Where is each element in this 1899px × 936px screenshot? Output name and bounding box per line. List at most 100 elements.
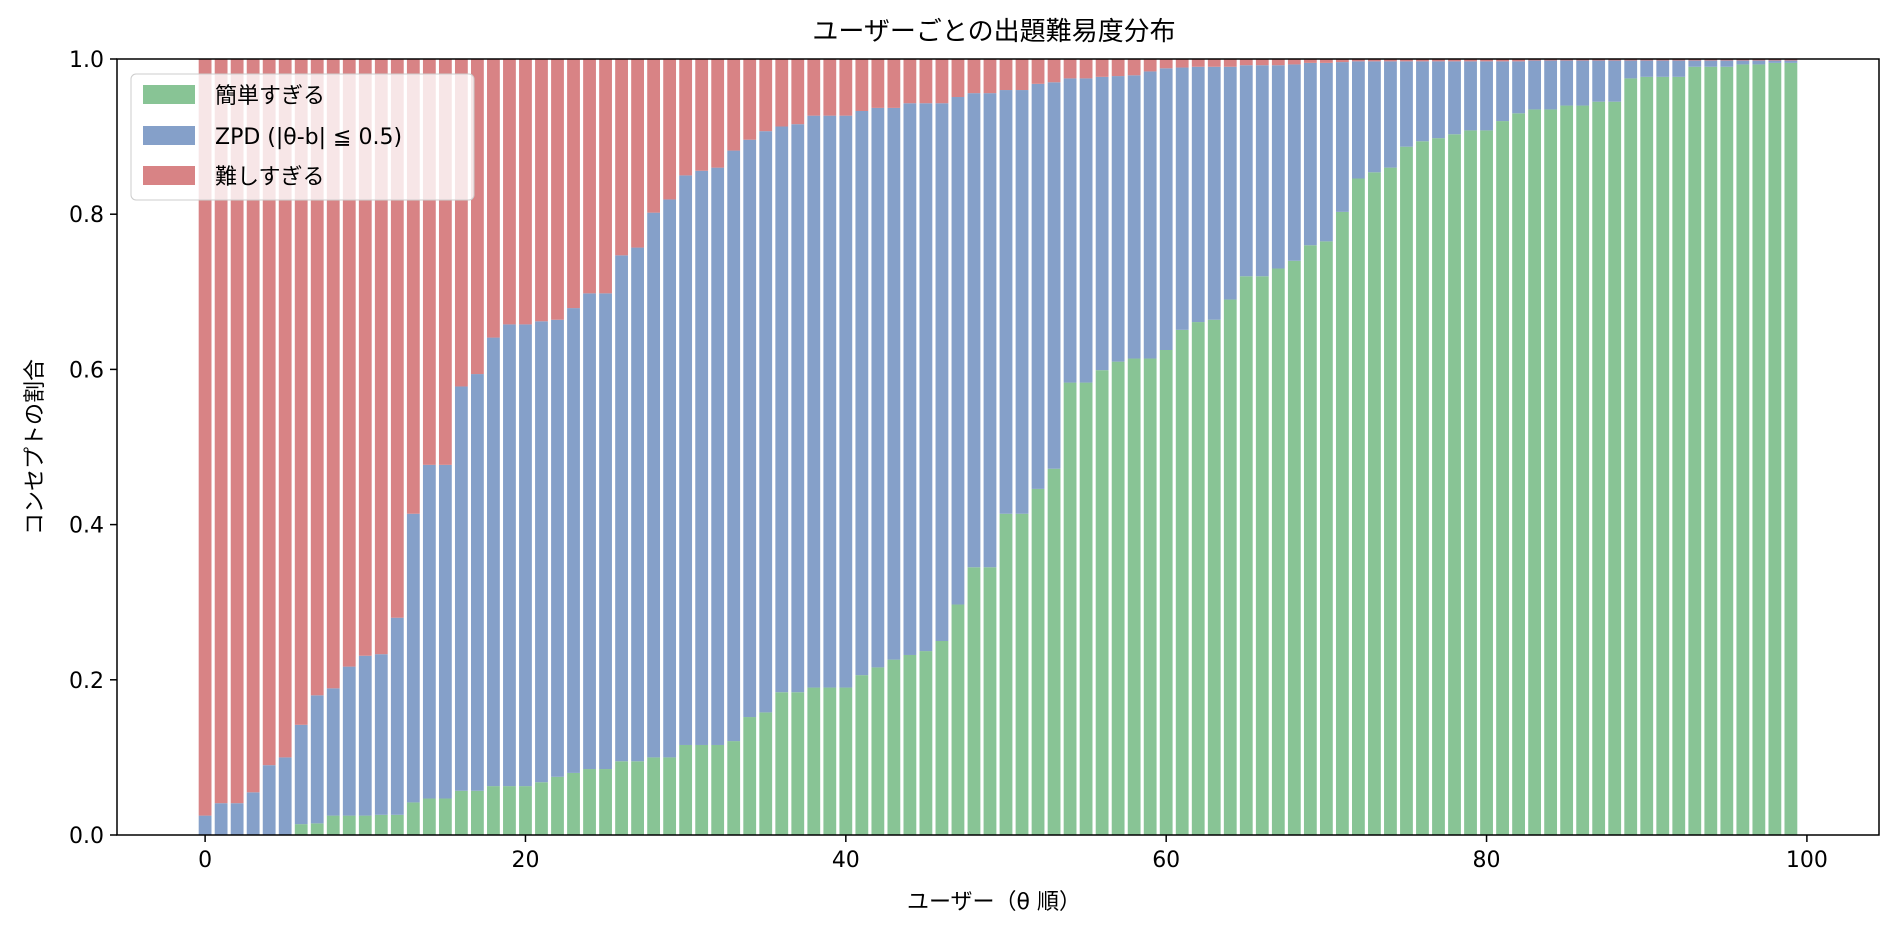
legend-label-zpd: ZPD (|θ-b| ≦ 0.5)	[215, 125, 402, 150]
bar-easy-44	[903, 654, 917, 835]
bar-easy-73	[1368, 172, 1381, 836]
bar-zpd-18	[487, 337, 500, 787]
x-tick-label: 80	[1473, 848, 1501, 873]
bar-hard-36	[775, 59, 789, 127]
bar-hard-80	[1480, 59, 1493, 62]
bar-easy-77	[1432, 138, 1445, 835]
bar-easy-88	[1608, 101, 1622, 836]
bar-zpd-87	[1592, 60, 1606, 102]
bar-easy-64	[1223, 299, 1237, 835]
bar-zpd-57	[1111, 76, 1125, 362]
bar-hard-2	[230, 59, 244, 804]
bar-hard-48	[967, 59, 981, 94]
bar-easy-72	[1352, 178, 1365, 835]
bar-zpd-68	[1287, 64, 1301, 261]
bar-easy-49	[983, 567, 997, 835]
bar-zpd-36	[775, 126, 789, 693]
bar-hard-18	[487, 59, 500, 338]
bar-zpd-79	[1464, 61, 1477, 131]
bar-easy-96	[1736, 64, 1750, 836]
bar-zpd-88	[1608, 60, 1622, 102]
bar-zpd-70	[1319, 62, 1333, 242]
bar-hard-85	[1560, 59, 1574, 61]
bar-hard-32	[711, 59, 725, 168]
bar-zpd-84	[1544, 60, 1558, 110]
bar-zpd-62	[1191, 66, 1205, 323]
bar-easy-12	[390, 814, 404, 835]
bar-zpd-41	[855, 110, 869, 676]
bar-easy-65	[1239, 276, 1253, 835]
bar-zpd-67	[1271, 65, 1285, 269]
bar-zpd-94	[1704, 60, 1718, 67]
bar-easy-60	[1159, 350, 1173, 835]
bar-zpd-14	[422, 464, 436, 799]
bar-zpd-0	[198, 815, 212, 835]
y-axis-ticks: 0.0 0.2 0.4 0.6 0.8 1.0	[69, 48, 117, 849]
bar-zpd-44	[903, 103, 917, 655]
x-tick-label: 20	[511, 848, 539, 873]
bar-hard-67	[1271, 59, 1285, 66]
bar-hard-22	[551, 59, 564, 320]
bar-easy-81	[1496, 121, 1509, 835]
bar-zpd-53	[1047, 82, 1061, 469]
bar-zpd-38	[807, 115, 821, 688]
bar-easy-83	[1528, 109, 1542, 835]
bar-hard-87	[1592, 59, 1606, 61]
bar-zpd-21	[535, 321, 548, 783]
bar-zpd-6	[294, 724, 308, 825]
bar-hard-42	[871, 59, 885, 108]
bar-hard-66	[1255, 59, 1269, 66]
bar-zpd-34	[743, 139, 757, 718]
bar-zpd-82	[1512, 61, 1525, 114]
bar-zpd-39	[823, 115, 837, 688]
bar-hard-49	[983, 59, 997, 94]
legend-swatch-zpd	[143, 126, 195, 145]
bar-easy-42	[871, 667, 885, 835]
bar-easy-11	[374, 814, 388, 835]
bar-hard-57	[1111, 59, 1125, 77]
bar-zpd-31	[695, 170, 709, 745]
bar-easy-13	[406, 802, 420, 835]
bar-hard-60	[1159, 59, 1173, 69]
bar-hard-7	[310, 59, 324, 696]
bar-easy-98	[1768, 62, 1782, 835]
bar-zpd-5	[278, 757, 292, 835]
bar-hard-45	[919, 59, 933, 104]
bar-easy-10	[358, 815, 372, 835]
bar-easy-86	[1576, 105, 1590, 835]
bar-zpd-29	[663, 199, 677, 758]
plot-frame	[116, 58, 1880, 836]
bar-hard-37	[791, 59, 805, 125]
bar-hard-91	[1656, 59, 1670, 61]
bar-easy-99	[1784, 62, 1798, 835]
x-axis-label: ユーザー（θ 順）	[907, 890, 1081, 915]
bar-zpd-66	[1255, 65, 1269, 277]
bar-hard-53	[1047, 59, 1061, 83]
x-tick-label: 40	[832, 848, 860, 873]
bar-hard-86	[1576, 59, 1590, 61]
bar-hard-68	[1287, 59, 1301, 65]
bar-hard-43	[887, 59, 901, 108]
bar-easy-39	[823, 687, 837, 835]
bar-easy-26	[615, 761, 628, 835]
bar-hard-31	[695, 59, 709, 171]
bar-hard-3	[246, 59, 260, 793]
bar-zpd-65	[1239, 65, 1253, 277]
bar-easy-32	[711, 744, 725, 835]
bar-zpd-77	[1432, 61, 1445, 139]
bar-zpd-74	[1384, 61, 1397, 168]
bar-easy-54	[1063, 382, 1077, 835]
bar-hard-6	[294, 59, 308, 725]
bar-hard-50	[999, 59, 1013, 91]
bar-zpd-81	[1496, 61, 1509, 122]
bar-easy-52	[1031, 488, 1045, 835]
bar-zpd-17	[471, 374, 484, 791]
bar-hard-25	[599, 59, 612, 294]
bar-easy-19	[503, 786, 516, 835]
bar-hard-89	[1624, 59, 1638, 61]
bar-easy-57	[1111, 361, 1125, 835]
bar-easy-85	[1560, 105, 1574, 835]
bar-hard-9	[342, 59, 356, 667]
legend-box	[130, 73, 475, 201]
